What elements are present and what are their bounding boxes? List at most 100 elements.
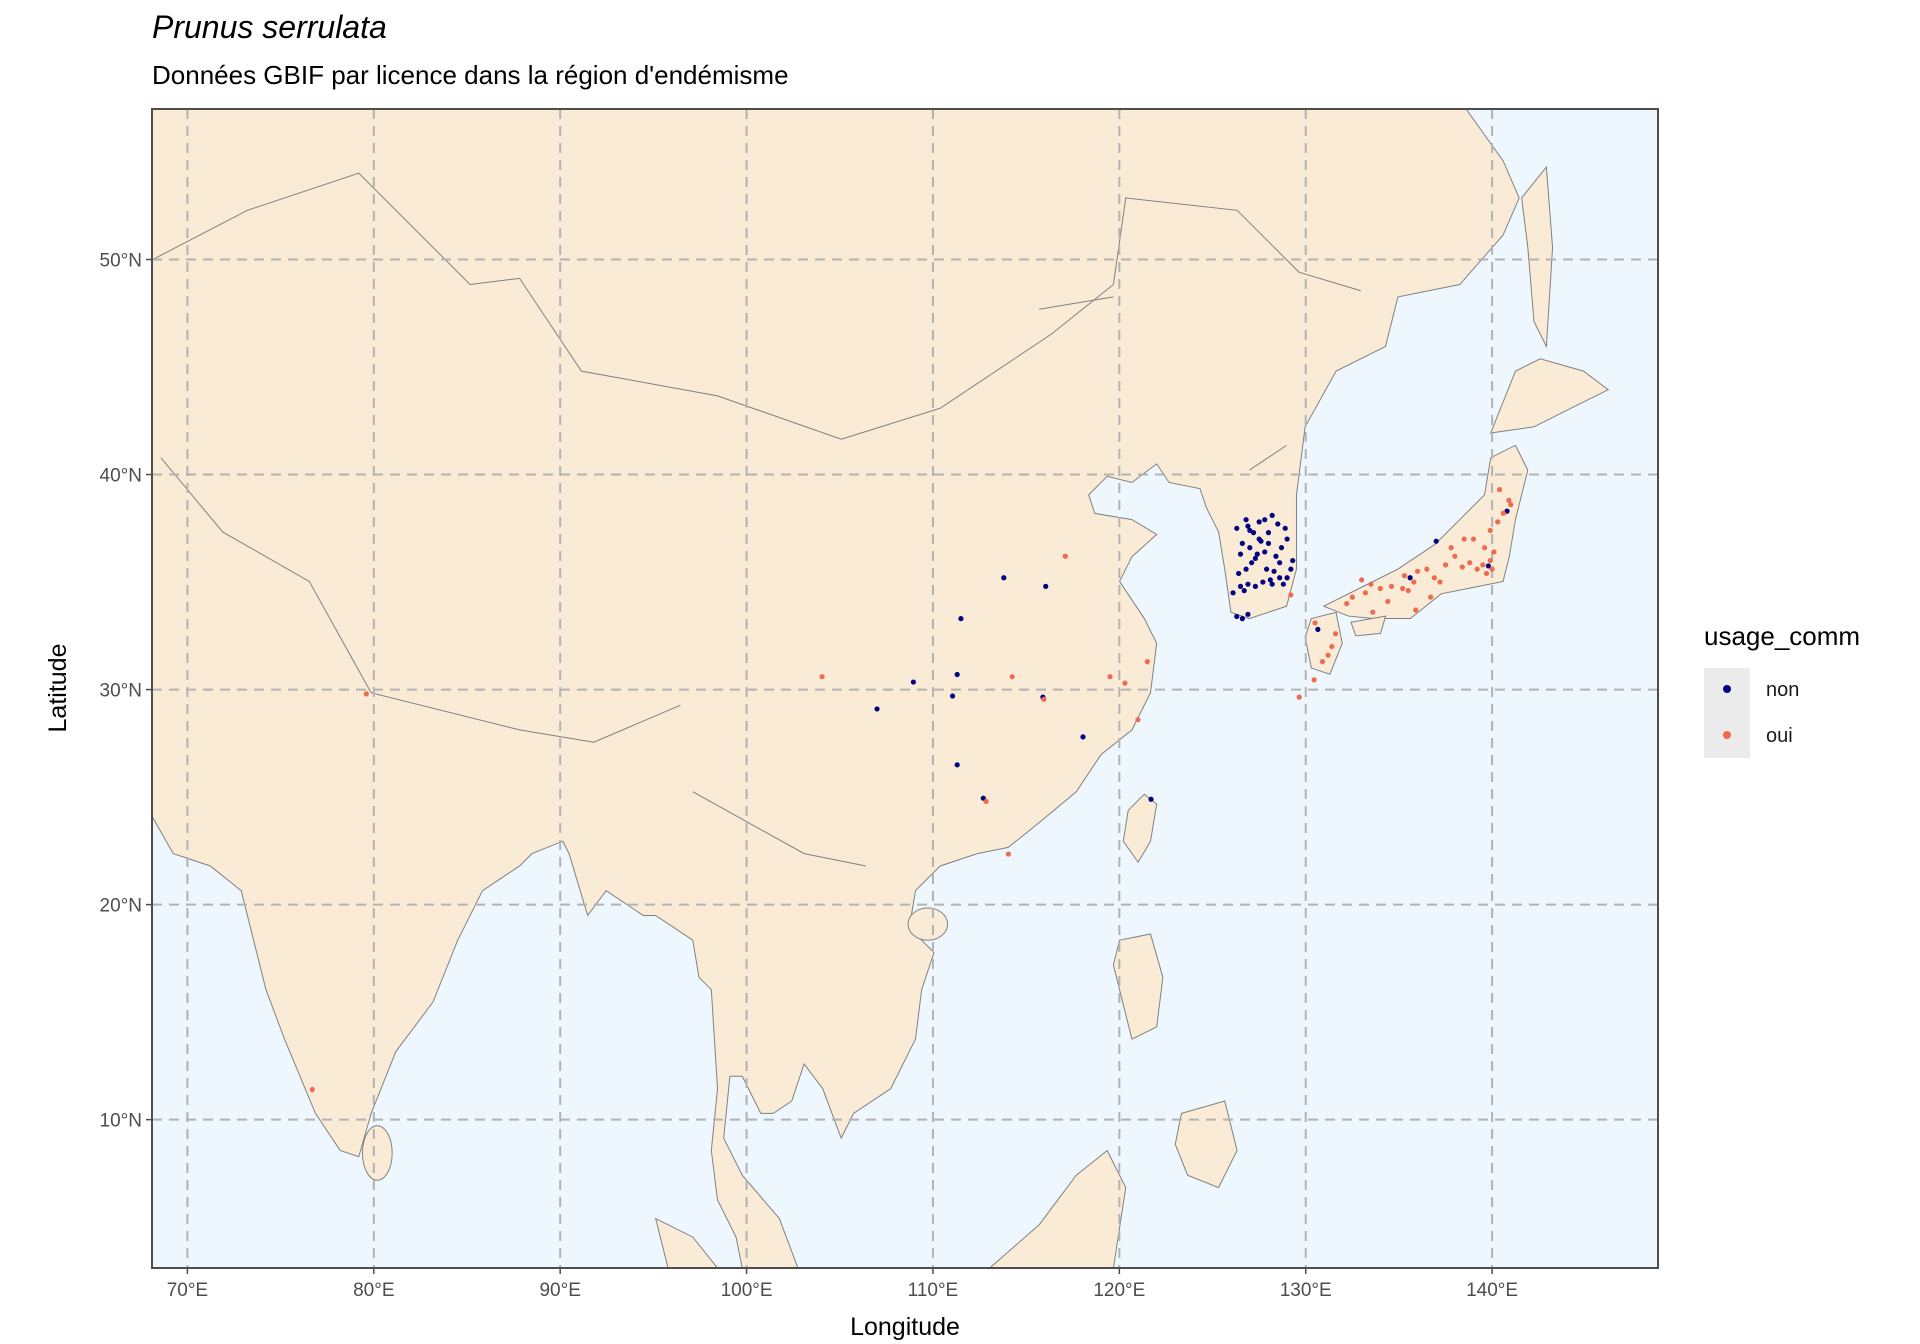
point [1508,502,1514,508]
honshu [1322,444,1529,620]
point [1368,581,1374,587]
point [1262,517,1268,523]
point [1480,562,1486,568]
point [1485,563,1491,569]
point [1459,564,1465,570]
point [1424,566,1430,572]
point [1506,497,1512,503]
point [1243,566,1249,572]
sri-lanka [361,1125,393,1181]
point [1288,592,1294,598]
x-tick-label: 90°E [539,1280,580,1301]
x-tick-label: 100°E [721,1280,773,1301]
point [1474,566,1480,572]
point [1315,626,1321,632]
point [1135,717,1141,723]
point [1385,598,1391,605]
y-tick-label: 10°N [100,1111,142,1132]
x-tick-label: 140°E [1466,1280,1518,1301]
point [983,798,989,804]
point [1500,510,1506,516]
point [1237,551,1244,557]
point [1377,585,1383,592]
point [1280,581,1286,587]
point [1275,521,1281,527]
sumatra [654,1217,719,1268]
point [1496,486,1503,493]
legend-key-background [1704,668,1750,758]
point [1269,512,1275,519]
point [1252,555,1259,562]
point [1249,560,1255,566]
point [1487,527,1493,534]
point [1243,517,1249,523]
point [1254,551,1260,557]
y-tick-label: 50°N [100,251,142,272]
point [1239,540,1245,546]
point [1265,530,1272,536]
point [1282,525,1288,531]
point [1437,579,1443,585]
point [1370,609,1376,615]
x-tick-label: 120°E [1093,1280,1145,1301]
point [1296,694,1302,700]
point [1234,525,1240,531]
point [958,616,964,622]
point [1001,575,1007,581]
points [309,486,1514,1093]
point [1319,659,1326,665]
point [1414,568,1421,574]
hainan [907,907,949,941]
luzon [1112,933,1164,1040]
point [1284,536,1290,542]
point [819,674,825,680]
point [1262,549,1268,555]
point [1413,607,1419,613]
point [1470,536,1477,542]
point [1122,680,1128,686]
point [1407,575,1413,581]
point [1236,570,1242,577]
point [1489,566,1495,572]
legend-swatch [1723,731,1731,739]
point [1401,573,1408,579]
point [1411,579,1417,585]
x-tick-label: 70°E [167,1280,208,1301]
point [1041,696,1047,702]
point [1277,575,1283,581]
point [1230,590,1236,596]
hokkaido [1489,358,1610,434]
point [1448,545,1454,551]
point [874,706,880,712]
point [1252,583,1259,589]
y-tick-label: 40°N [100,466,142,487]
point [1271,568,1277,574]
x-axis-title: Longitude [850,1313,960,1341]
point [1452,553,1458,559]
legend-title: usage_comm [1704,621,1860,651]
point [1080,734,1086,740]
point [1009,674,1015,680]
panel-border [151,108,1659,1269]
point [1467,560,1473,566]
x-tick-label: 130°E [1280,1280,1332,1301]
point [363,691,369,697]
point [1234,613,1240,620]
point [1263,566,1270,572]
point [1256,519,1262,525]
point [949,693,956,699]
point [1247,545,1253,551]
point [1311,677,1317,683]
point [1428,594,1434,600]
point [1483,570,1490,577]
point [1005,851,1012,857]
legend-label: oui [1766,725,1793,747]
point [1241,588,1247,594]
point [1277,560,1283,566]
y-tick-label: 20°N [100,896,142,917]
point [1269,581,1275,587]
point [1495,519,1501,525]
basemap [152,109,1610,1268]
point [1344,600,1350,607]
chart-subtitle: Données GBIF par licence dans la région … [152,60,789,90]
